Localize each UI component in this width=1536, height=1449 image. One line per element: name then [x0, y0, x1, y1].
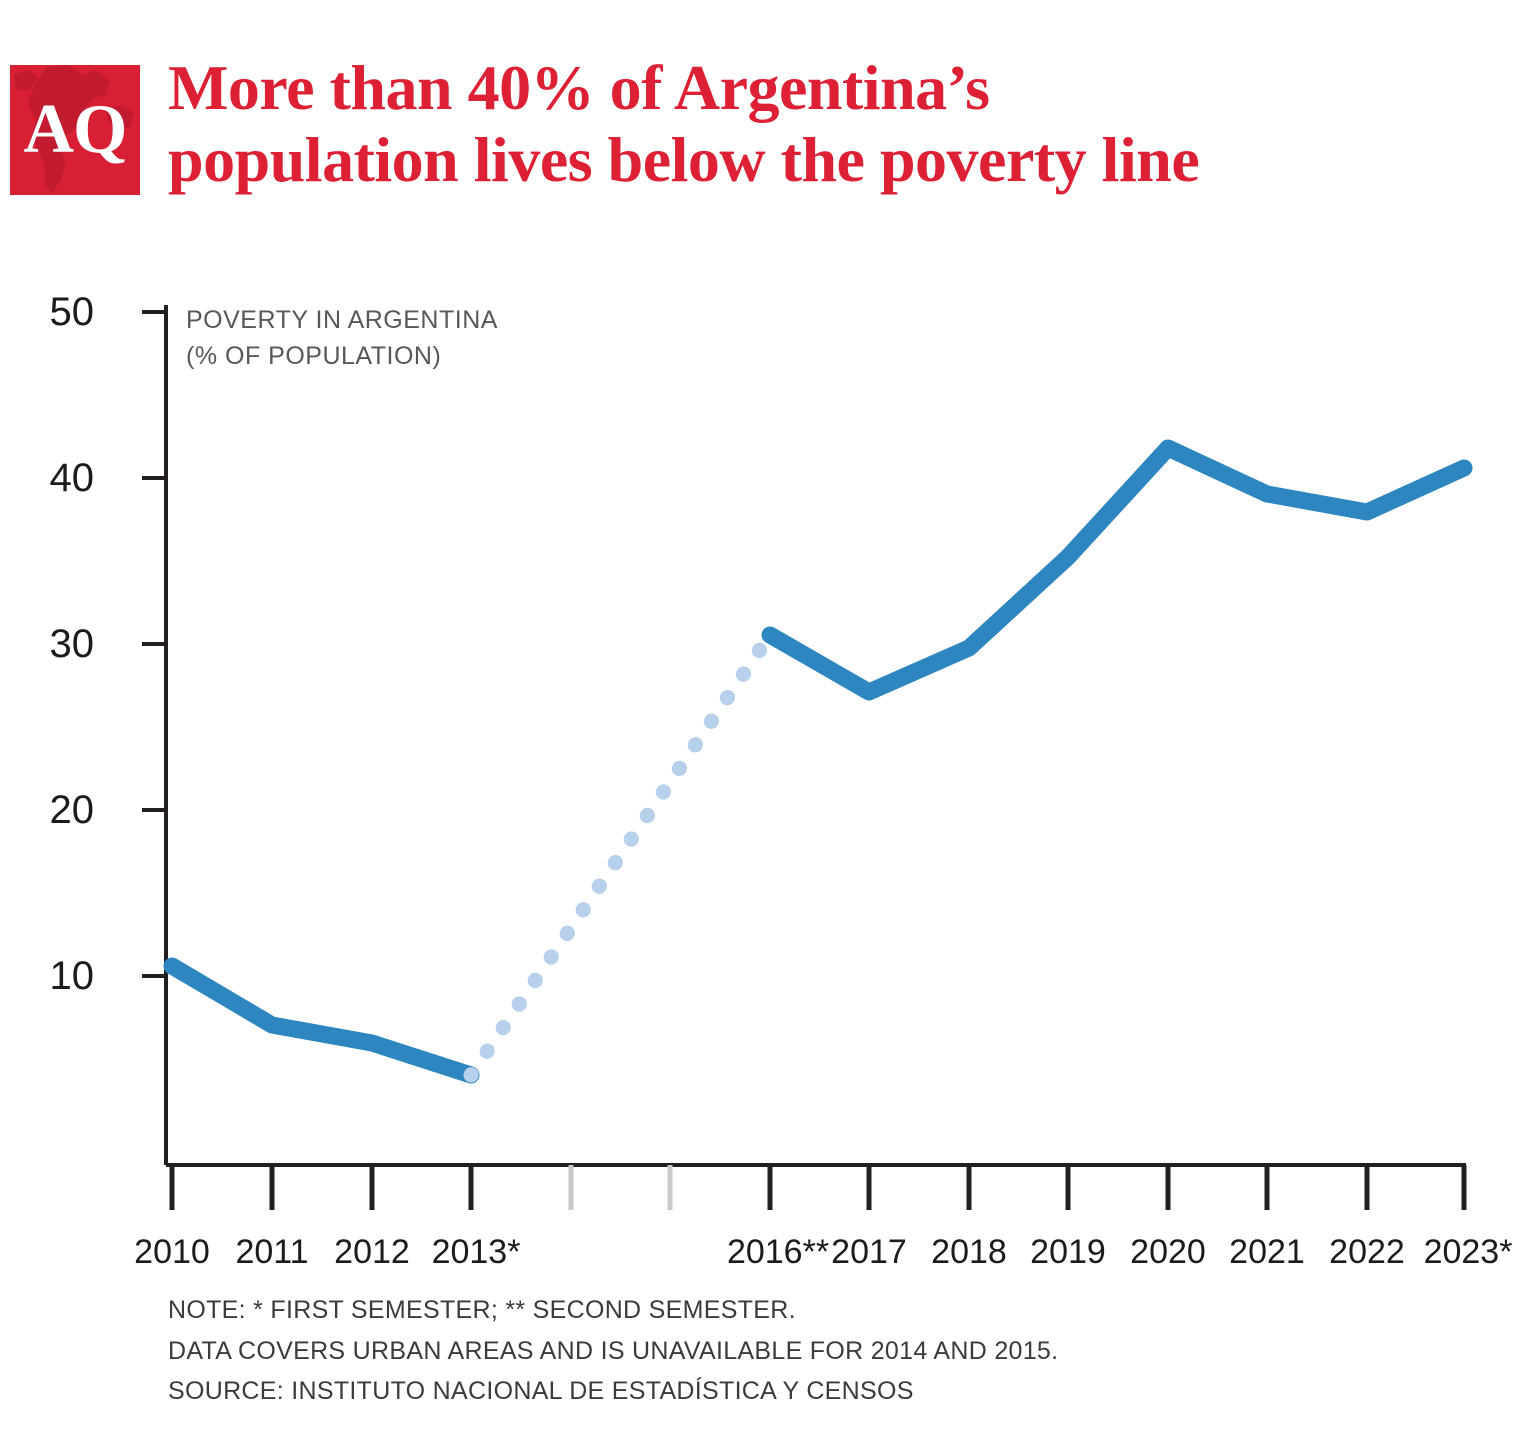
x-tick-label-2010: 2010 [134, 1233, 210, 1271]
y-tick-label-40: 40 [49, 456, 95, 500]
x-tick-label-2012: 2012 [334, 1233, 410, 1271]
chart-footnotes: NOTE: * FIRST SEMESTER; ** SECOND SEMEST… [168, 1290, 1368, 1412]
aq-logo: AQ [10, 65, 140, 195]
chart-canvas [142, 305, 1473, 1210]
y-tick-label-50: 50 [49, 290, 95, 334]
x-tick-label-2022: 2022 [1329, 1233, 1405, 1271]
series-gap-2013-2016-dotted [463, 627, 778, 1083]
page-title-line-2: population lives below the poverty line [168, 123, 1200, 195]
poverty-line-chart: POVERTY IN ARGENTINA (% OF POPULATION) 5… [0, 250, 1536, 1280]
x-tick-label-2021: 2021 [1229, 1233, 1305, 1271]
chart-caption: POVERTY IN ARGENTINA (% OF POPULATION) [186, 302, 498, 375]
x-tick-label-2016: 2016** [726, 1233, 830, 1271]
footnote-source: SOURCE: INSTITUTO NACIONAL DE ESTADÍSTIC… [168, 1377, 914, 1405]
x-tick-marks [169, 1165, 1467, 1210]
americas-map-icon [14, 65, 134, 193]
chart-caption-line-1: POVERTY IN ARGENTINA [186, 306, 498, 334]
page-title-line-1: More than 40% of Argentina’s [168, 52, 990, 123]
y-tick-label-30: 30 [49, 622, 95, 666]
x-tick-label-2019: 2019 [1030, 1233, 1106, 1271]
y-tick-marks [142, 310, 166, 978]
x-tick-label-2018: 2018 [931, 1233, 1007, 1271]
page-header: AQ More than 40% of Argentina’s populati… [0, 0, 1536, 250]
y-tick-label-10: 10 [49, 954, 95, 998]
footnote-note: NOTE: * FIRST SEMESTER; ** SECOND SEMEST… [168, 1296, 796, 1324]
aq-logo-letters: AQ [23, 91, 128, 168]
footnote-coverage: DATA COVERS URBAN AREAS AND IS UNAVAILAB… [168, 1336, 1059, 1365]
x-tick-label-2023: 2023* [1423, 1233, 1513, 1271]
chart-caption-line-2: (% OF POPULATION) [186, 342, 442, 371]
x-tick-label-2013: 2013* [431, 1233, 521, 1271]
x-tick-label-2011: 2011 [235, 1233, 309, 1271]
series-segment-2010-2013 [163, 957, 480, 1084]
x-tick-label-2020: 2020 [1130, 1233, 1206, 1271]
series-segment-2016-2023 [761, 439, 1473, 701]
y-tick-label-20: 20 [49, 788, 95, 832]
page-title: More than 40% of Argentina’s population … [168, 52, 1528, 195]
x-tick-label-2017: 2017 [831, 1233, 907, 1271]
